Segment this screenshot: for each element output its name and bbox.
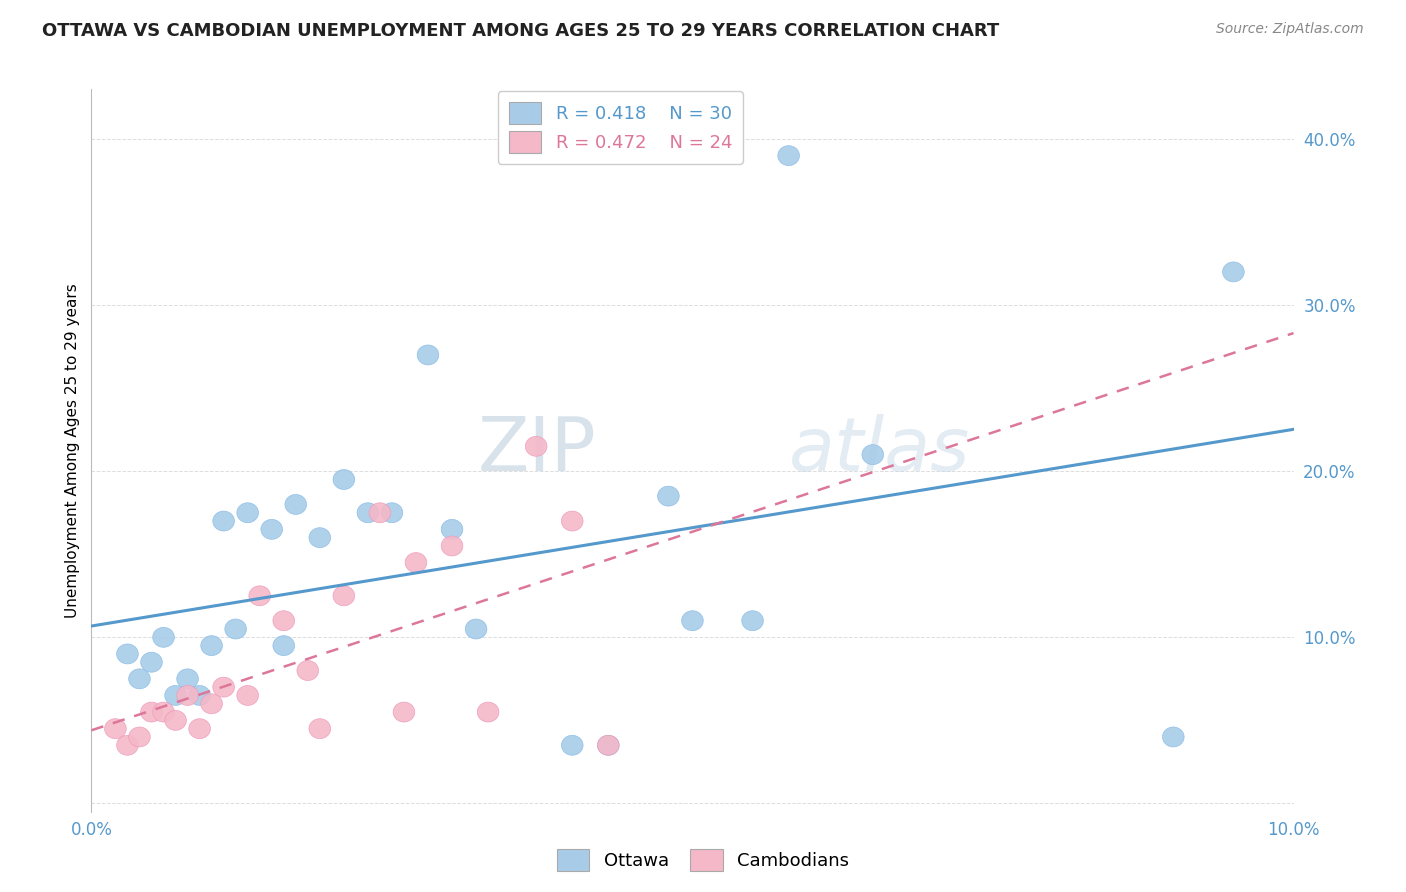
Ellipse shape xyxy=(273,611,294,631)
Ellipse shape xyxy=(309,528,330,548)
Ellipse shape xyxy=(188,719,211,739)
Y-axis label: Unemployment Among Ages 25 to 29 years: Unemployment Among Ages 25 to 29 years xyxy=(65,283,80,618)
Ellipse shape xyxy=(236,685,259,706)
Text: atlas: atlas xyxy=(789,415,970,486)
Ellipse shape xyxy=(201,694,222,714)
Ellipse shape xyxy=(561,735,583,756)
Ellipse shape xyxy=(273,636,294,656)
Ellipse shape xyxy=(165,710,187,731)
Text: Source: ZipAtlas.com: Source: ZipAtlas.com xyxy=(1216,22,1364,37)
Ellipse shape xyxy=(212,511,235,531)
Ellipse shape xyxy=(405,553,427,573)
Ellipse shape xyxy=(598,735,619,756)
Ellipse shape xyxy=(117,644,138,664)
Ellipse shape xyxy=(561,511,583,531)
Ellipse shape xyxy=(177,669,198,689)
Ellipse shape xyxy=(333,469,354,490)
Ellipse shape xyxy=(153,702,174,722)
Ellipse shape xyxy=(1163,727,1184,747)
Ellipse shape xyxy=(1223,262,1244,282)
Ellipse shape xyxy=(658,486,679,506)
Ellipse shape xyxy=(598,735,619,756)
Ellipse shape xyxy=(141,652,162,673)
Ellipse shape xyxy=(177,685,198,706)
Ellipse shape xyxy=(249,586,270,606)
Ellipse shape xyxy=(104,719,127,739)
Ellipse shape xyxy=(165,685,187,706)
Legend: R = 0.418    N = 30, R = 0.472    N = 24: R = 0.418 N = 30, R = 0.472 N = 24 xyxy=(498,91,742,164)
Text: ZIP: ZIP xyxy=(478,414,596,487)
Ellipse shape xyxy=(526,436,547,457)
Ellipse shape xyxy=(153,627,174,648)
Ellipse shape xyxy=(477,702,499,722)
Ellipse shape xyxy=(129,727,150,747)
Ellipse shape xyxy=(225,619,246,639)
Ellipse shape xyxy=(188,685,211,706)
Ellipse shape xyxy=(862,444,883,465)
Legend: Ottawa, Cambodians: Ottawa, Cambodians xyxy=(550,842,856,879)
Ellipse shape xyxy=(285,494,307,515)
Ellipse shape xyxy=(418,345,439,365)
Ellipse shape xyxy=(117,735,138,756)
Ellipse shape xyxy=(262,519,283,540)
Ellipse shape xyxy=(441,536,463,556)
Ellipse shape xyxy=(381,503,402,523)
Ellipse shape xyxy=(370,503,391,523)
Ellipse shape xyxy=(778,145,800,166)
Ellipse shape xyxy=(441,519,463,540)
Ellipse shape xyxy=(357,503,378,523)
Ellipse shape xyxy=(141,702,162,722)
Text: OTTAWA VS CAMBODIAN UNEMPLOYMENT AMONG AGES 25 TO 29 YEARS CORRELATION CHART: OTTAWA VS CAMBODIAN UNEMPLOYMENT AMONG A… xyxy=(42,22,1000,40)
Ellipse shape xyxy=(236,503,259,523)
Ellipse shape xyxy=(682,611,703,631)
Ellipse shape xyxy=(212,677,235,698)
Ellipse shape xyxy=(465,619,486,639)
Ellipse shape xyxy=(201,636,222,656)
Ellipse shape xyxy=(333,586,354,606)
Ellipse shape xyxy=(394,702,415,722)
Ellipse shape xyxy=(129,669,150,689)
Ellipse shape xyxy=(297,661,319,681)
Ellipse shape xyxy=(742,611,763,631)
Ellipse shape xyxy=(309,719,330,739)
